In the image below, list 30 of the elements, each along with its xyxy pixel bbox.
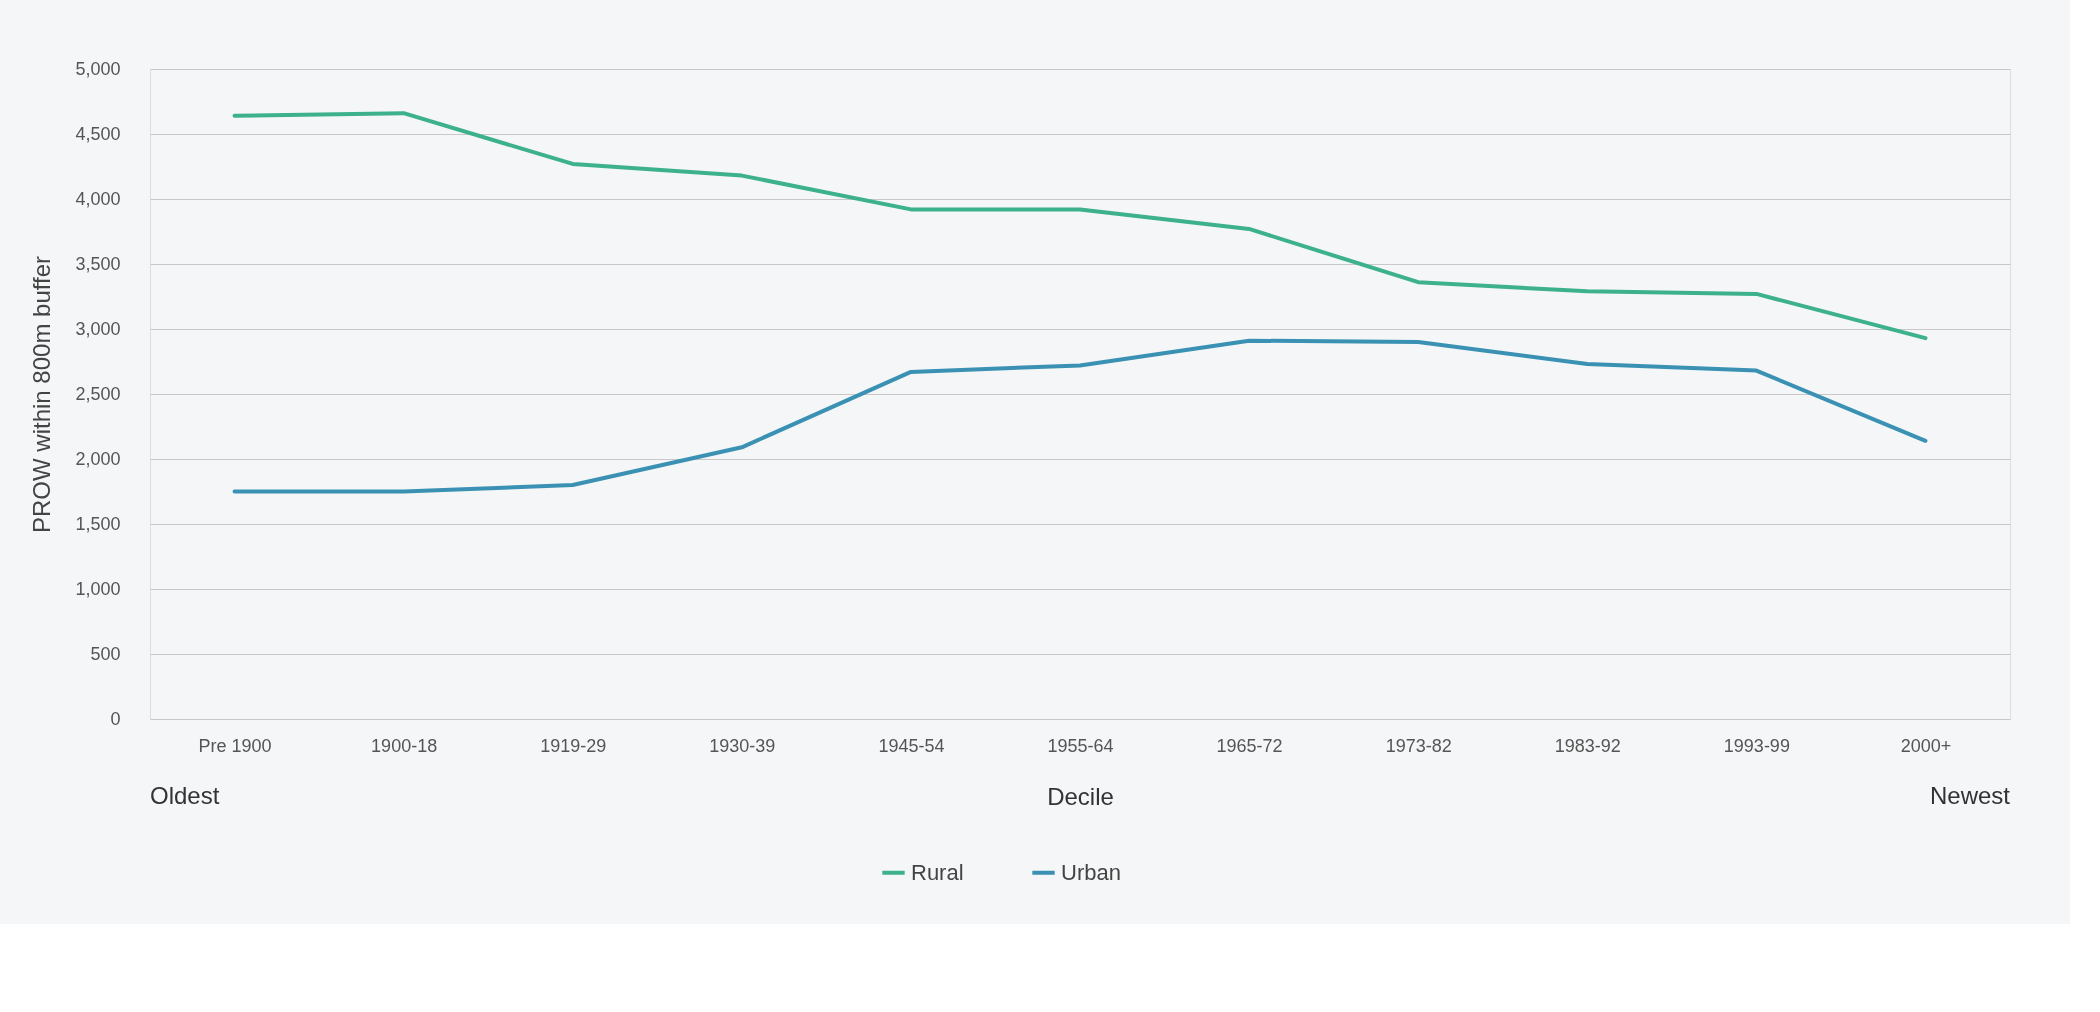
y-tick-label: 5,000 [75, 58, 121, 79]
y-tick-label: 2,500 [75, 383, 121, 404]
x-tick-label: 1983-92 [1554, 735, 1621, 756]
text: Newest [1929, 782, 2011, 809]
legend-label: Urban [1061, 859, 1121, 885]
x-tick-label: 1930-39 [709, 735, 776, 756]
y-tick-label: 4,000 [75, 188, 121, 209]
text: Oldest [150, 782, 220, 809]
y-tick-label: 2,000 [75, 448, 121, 469]
y-axis-title: PROW within 800m buffer [28, 256, 56, 533]
x-tick-label: 1973-82 [1385, 735, 1452, 756]
y-tick-label: 1,500 [75, 513, 121, 534]
x-tick-label: Pre 1900 [198, 735, 272, 756]
x-axis-title: Decile [1047, 782, 1114, 810]
x-tick-label: 1919-29 [540, 735, 607, 756]
x-tick-label: 1955-64 [1047, 735, 1114, 756]
y-tick-label: 3,500 [75, 253, 121, 274]
y-tick-label: 3,000 [75, 318, 121, 339]
legend-label: Rural [911, 859, 964, 885]
x-tick-label: 1900-18 [371, 735, 438, 756]
x-tick-label: 2000+ [1900, 735, 1952, 756]
x-tick-label: 1993-99 [1723, 735, 1790, 756]
line-series [232, 111, 1928, 341]
x-tick-label: 1945-54 [878, 735, 945, 756]
y-tick-label: 0 [110, 708, 121, 729]
x-tick-label: 1965-72 [1216, 735, 1283, 756]
y-tick-label: 1,000 [75, 578, 121, 599]
y-tick-label: 4,500 [75, 123, 121, 144]
y-tick-label: 500 [90, 643, 121, 664]
line-series [232, 338, 1928, 494]
